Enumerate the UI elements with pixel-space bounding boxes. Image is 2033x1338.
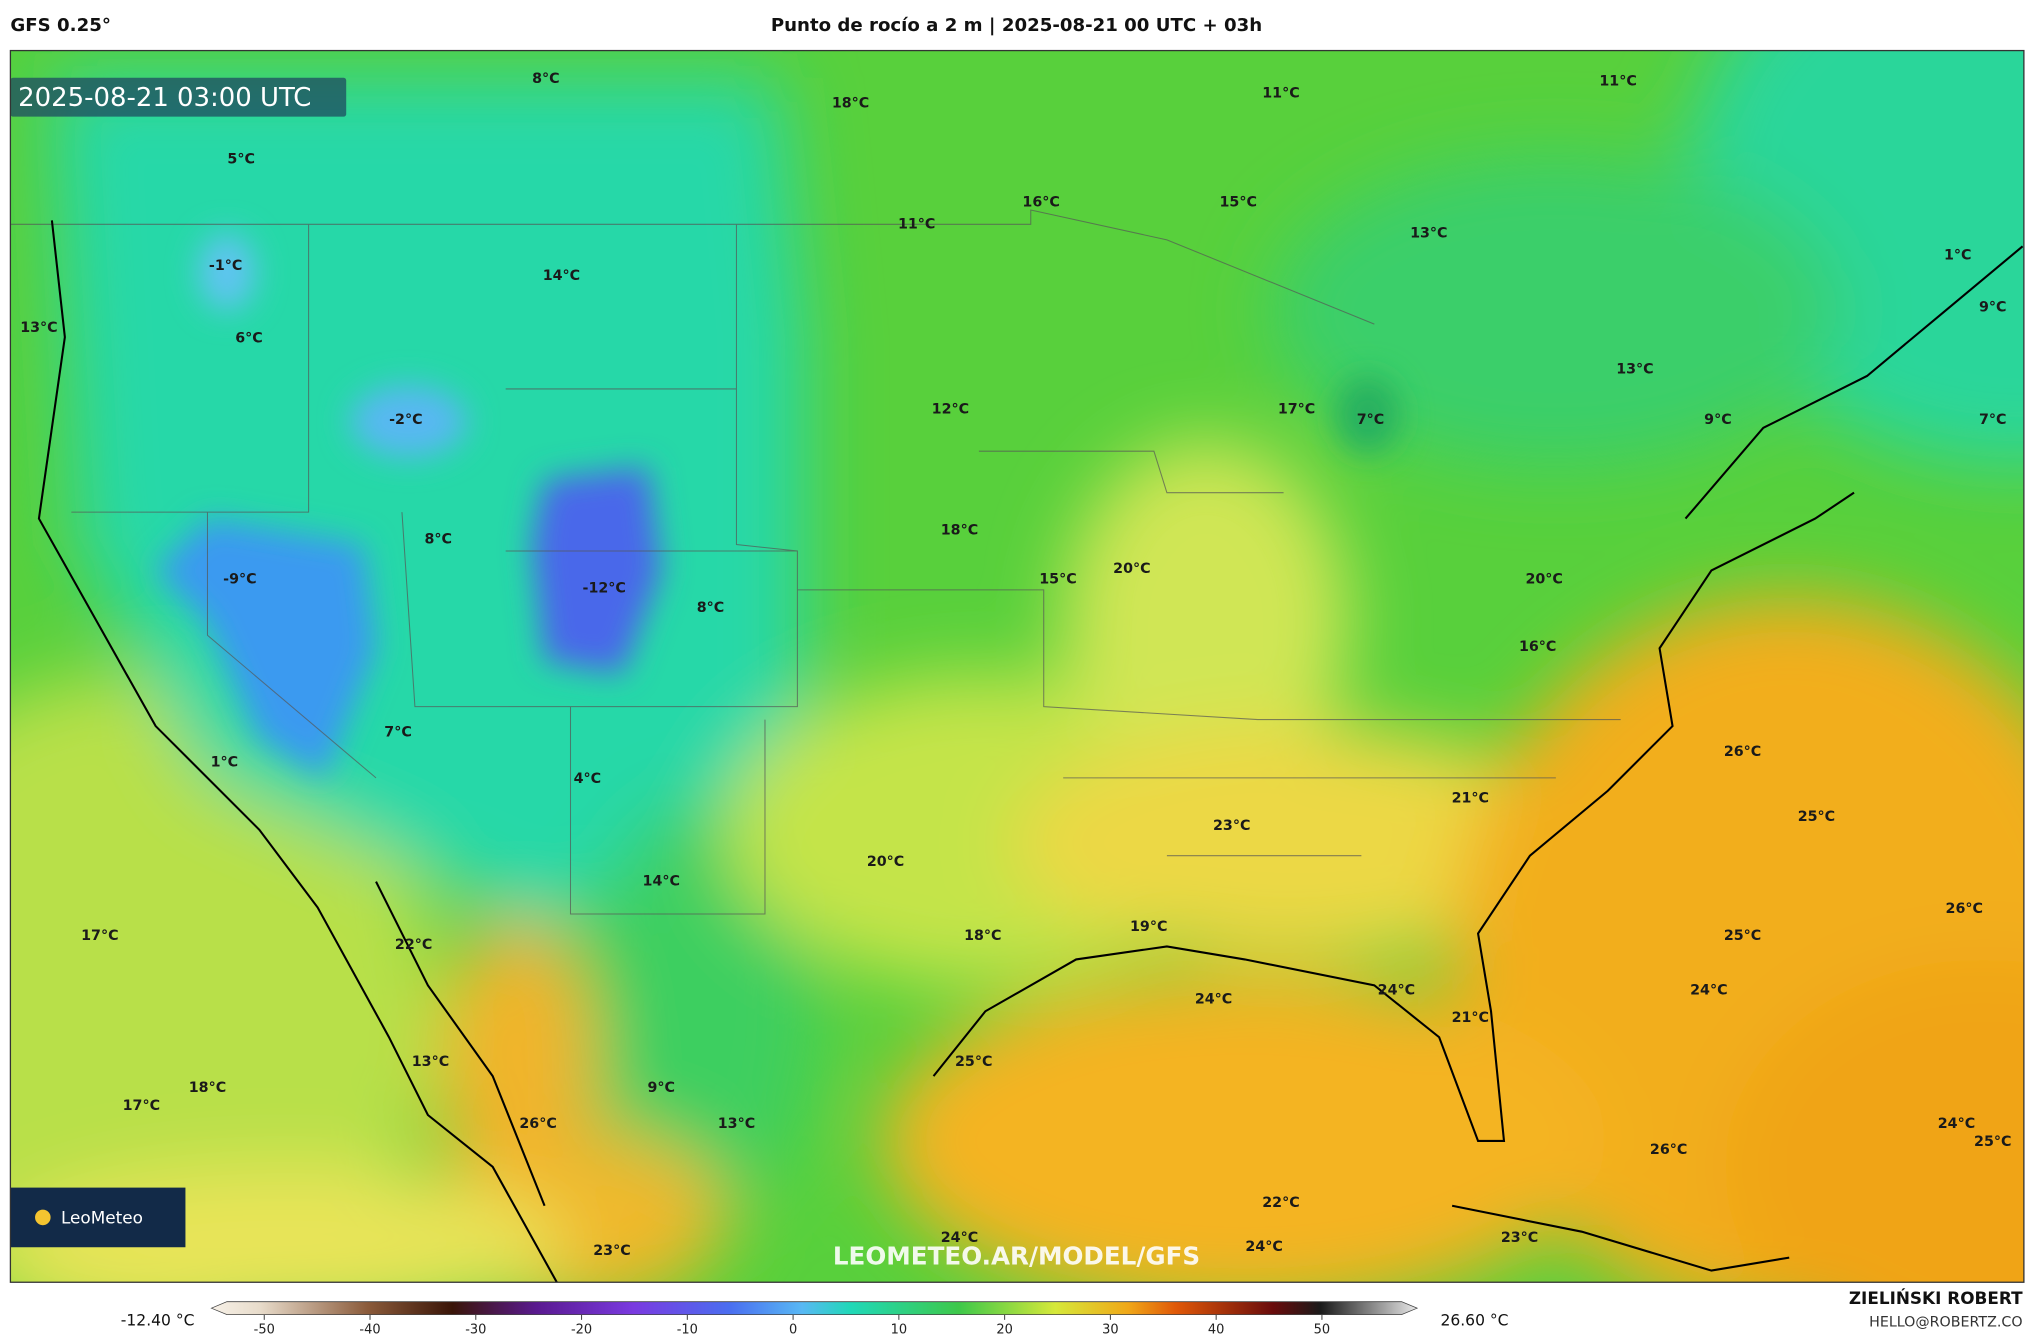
temperature-label: 15°C: [1039, 572, 1076, 588]
temperature-label: 16°C: [1519, 639, 1556, 655]
timestamp-badge: [10, 77, 347, 117]
temperature-label: 13°C: [412, 1054, 449, 1070]
temperature-label: 5°C: [227, 151, 255, 167]
temperature-label: 17°C: [123, 1098, 160, 1114]
temperature-label: 25°C: [1724, 928, 1761, 944]
temperature-label: 23°C: [1501, 1230, 1538, 1246]
email: HELLO@ROBERTZ.CO: [1869, 1314, 2022, 1330]
coastlines: [37, 220, 2024, 1283]
temperature-label: 13°C: [20, 320, 57, 336]
temperature-label: 19°C: [1130, 919, 1167, 935]
temperature-label: 1°C: [211, 754, 239, 770]
temperature-label: 12°C: [932, 402, 969, 418]
colorbar-tick-label: -30: [465, 1323, 486, 1338]
temperature-label: 25°C: [1974, 1134, 2011, 1150]
temperature-label: 26°C: [519, 1116, 556, 1132]
temperature-label: 26°C: [1946, 901, 1983, 917]
colorbar-tick-label: 50: [1314, 1323, 1330, 1338]
temperature-label: 24°C: [1195, 992, 1232, 1008]
temperature-label: 7°C: [1357, 412, 1385, 428]
temperature-label: 11°C: [898, 216, 935, 232]
temperature-label: 8°C: [532, 71, 560, 87]
colorbar-max: 26.60 °C: [1440, 1312, 1508, 1330]
colorbar-tick-label: -20: [571, 1323, 592, 1338]
temperature-label: -12°C: [583, 581, 626, 597]
model-name: GFS 0.25°: [10, 15, 111, 36]
temperature-label: 20°C: [1113, 561, 1150, 577]
temperature-label: 14°C: [643, 874, 680, 890]
temperature-label: 24°C: [1690, 983, 1727, 999]
temperature-label: 17°C: [81, 928, 118, 944]
colorbar-min: -12.40 °C: [121, 1312, 195, 1330]
temperature-label: 17°C: [1278, 402, 1315, 418]
dry-air-blobs: [155, 233, 1401, 778]
temperature-label: 8°C: [425, 531, 452, 547]
temperature-label: 18°C: [832, 96, 869, 112]
borders: [10, 209, 1621, 915]
temperature-label: 8°C: [697, 600, 725, 616]
temperature-label: 15°C: [1219, 194, 1256, 210]
temperature-label: 18°C: [941, 522, 978, 538]
temperature-label: 22°C: [1262, 1195, 1299, 1211]
temperature-label: 14°C: [543, 268, 580, 284]
temperature-labels: 8°C 18°C 11°C 11°C 5°C 16°C 15°C 11°C 13°C -1°C 14…: [20, 71, 2011, 1259]
temperature-label: 25°C: [955, 1054, 992, 1070]
temperature-label: 7°C: [1979, 412, 2007, 428]
temperature-label: 16°C: [1022, 194, 1059, 210]
temperature-label: 13°C: [1616, 362, 1653, 378]
logo-text: LeoMeteo: [61, 1208, 143, 1228]
temperature-label: 26°C: [1724, 744, 1761, 760]
temperature-label: 23°C: [593, 1243, 630, 1259]
temperature-label: 18°C: [189, 1080, 226, 1096]
colorbar-tick-label: -50: [254, 1323, 275, 1338]
colorbar-tick-label: 40: [1208, 1323, 1224, 1338]
temperature-label: 24°C: [1378, 983, 1415, 999]
temperature-label: -2°C: [389, 412, 422, 428]
temperature-label: 18°C: [964, 928, 1001, 944]
temperature-label: 24°C: [941, 1230, 978, 1246]
temperature-label: -1°C: [209, 258, 242, 274]
temperature-label: -9°C: [223, 572, 256, 588]
author: ZIELIŃSKI ROBERT: [1849, 1287, 2023, 1308]
temperature-label: 13°C: [1410, 225, 1447, 241]
temperature-label: 20°C: [867, 854, 904, 870]
temperature-label: 11°C: [1599, 74, 1636, 90]
timestamp: 2025-08-21 03:00 UTC: [18, 83, 311, 113]
temperature-label: 9°C: [648, 1080, 676, 1096]
temperature-label: 1°C: [1944, 247, 1972, 263]
temperature-label: 7°C: [384, 725, 411, 741]
temperature-label: 11°C: [1262, 85, 1299, 101]
colorbar-ticks: -50 -40 -30 -20 -10 0 10 20 30 40 50: [254, 1314, 1330, 1338]
temperature-label: 24°C: [1245, 1239, 1282, 1255]
watermark: LEOMETEO.AR/MODEL/GFS: [833, 1242, 1200, 1271]
colorbar-tick-label: 20: [996, 1323, 1012, 1338]
temperature-label: 21°C: [1452, 791, 1489, 807]
temperature-label: 21°C: [1452, 1010, 1489, 1026]
temperature-label: 23°C: [1213, 818, 1250, 834]
map-title: Punto de rocío a 2 m | 2025-08-21 00 UTC…: [771, 15, 1262, 36]
temperature-label: 13°C: [718, 1116, 755, 1132]
logo-sun: [35, 1209, 51, 1226]
colorbar-tick-label: 0: [789, 1323, 797, 1338]
temperature-label: 9°C: [1979, 299, 2007, 315]
colorbar: [210, 1301, 1419, 1316]
temperature-label: 26°C: [1650, 1142, 1687, 1158]
temperature-label: 24°C: [1938, 1116, 1975, 1132]
temperature-label: 4°C: [574, 771, 602, 787]
temperature-label: 22°C: [395, 937, 432, 953]
colorbar-tick-label: -10: [677, 1323, 698, 1338]
temperature-label: 9°C: [1704, 412, 1732, 428]
temperature-label: 20°C: [1525, 572, 1562, 588]
map-frame: [9, 49, 2025, 1283]
colorbar-tick-label: 30: [1102, 1323, 1118, 1338]
colorbar-tick-label: 10: [891, 1323, 907, 1338]
temperature-label: 25°C: [1798, 809, 1835, 825]
temperature-label: 6°C: [235, 330, 263, 346]
colorbar-tick-label: -40: [359, 1323, 380, 1338]
